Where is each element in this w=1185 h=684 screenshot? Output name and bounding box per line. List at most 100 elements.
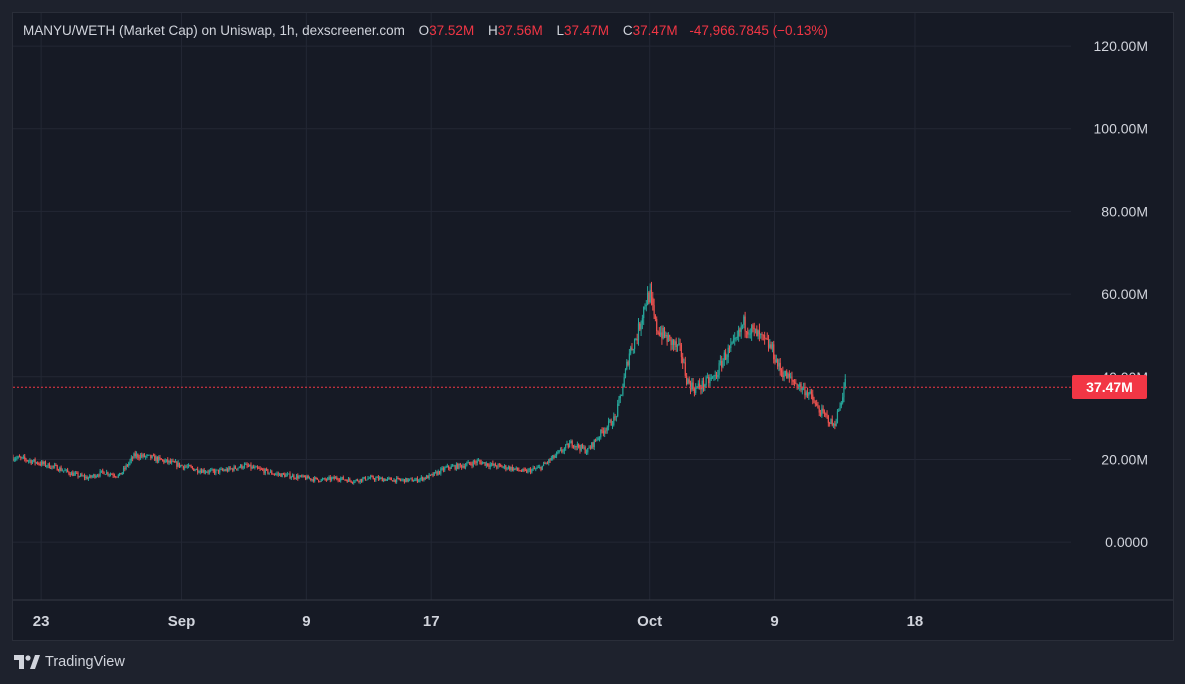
candle-body	[324, 478, 326, 480]
candle-body	[376, 477, 378, 478]
candle-body	[637, 323, 640, 341]
candle-body	[181, 465, 183, 466]
candle-body	[620, 394, 623, 396]
candle-body	[87, 477, 90, 480]
x-tick-label: 23	[33, 613, 50, 630]
candle-body	[330, 477, 333, 481]
candle-body	[189, 465, 191, 467]
candle-body	[440, 468, 442, 474]
candle-body	[180, 465, 182, 467]
candle-body	[827, 415, 829, 423]
candle-body	[31, 461, 34, 464]
price-axis: 120.00M100.00M80.00M60.00M40.00M20.00M0.…	[1094, 38, 1149, 550]
candle-body	[199, 470, 201, 473]
candle-body	[725, 352, 727, 360]
candle-body	[680, 344, 683, 357]
candle-body	[129, 460, 131, 464]
candle-body	[17, 456, 19, 458]
candle-body	[687, 379, 689, 385]
candle-body	[141, 455, 143, 457]
candle-body	[503, 465, 506, 467]
candle-body	[498, 464, 500, 466]
candle-body	[739, 329, 741, 332]
candle-body	[806, 392, 809, 396]
candle-body	[589, 447, 591, 449]
candle-body	[54, 465, 56, 467]
candle-body	[667, 335, 669, 342]
candle-body	[325, 479, 327, 481]
candle-body	[119, 472, 121, 476]
candle-body	[185, 466, 187, 468]
candle-body	[219, 469, 221, 473]
candle-body	[476, 460, 478, 464]
candle-body	[347, 478, 350, 482]
candle-body	[718, 363, 720, 375]
candle-body	[719, 360, 722, 364]
candle-body	[169, 460, 171, 463]
candle-body	[109, 474, 112, 475]
candle-body	[842, 397, 844, 403]
candle-body	[572, 446, 575, 448]
candle-body	[342, 477, 344, 480]
candle-body	[446, 465, 448, 468]
candle-body	[263, 469, 265, 474]
candle-body	[658, 332, 660, 336]
x-tick-label: Oct	[637, 613, 662, 630]
candle-body	[457, 463, 459, 469]
chart-panel[interactable]: 120.00M100.00M80.00M60.00M40.00M20.00M0.…	[12, 12, 1174, 641]
candle-body	[581, 444, 584, 449]
candle-body	[182, 465, 184, 469]
candle-body	[76, 472, 78, 474]
candle-body	[341, 477, 343, 479]
candle-body	[555, 452, 558, 456]
candle-body	[193, 468, 195, 471]
candle-body	[308, 478, 311, 480]
candle-body	[83, 475, 86, 479]
candle-body	[124, 467, 126, 469]
candle-body	[52, 465, 54, 467]
candle-body	[692, 382, 694, 390]
candle-body	[652, 297, 654, 306]
candle-body	[650, 289, 653, 298]
candle-body	[284, 474, 286, 477]
candle-body	[267, 469, 269, 474]
candle-body	[276, 473, 278, 475]
candle-body	[21, 457, 23, 458]
candle-body	[606, 426, 608, 431]
candle-body	[80, 474, 82, 477]
candle-body	[212, 469, 214, 471]
candle-body	[615, 416, 617, 418]
tradingview-brand[interactable]: TradingView	[14, 654, 125, 670]
candle-body	[285, 474, 287, 477]
candle-body	[593, 439, 595, 447]
candle-body	[492, 463, 494, 466]
candle-body	[250, 464, 252, 469]
candle-body	[217, 469, 220, 473]
candle-body	[165, 459, 168, 461]
candle-body	[232, 468, 234, 471]
candle-body	[174, 461, 177, 463]
candle-body	[501, 465, 503, 468]
candle-body	[154, 455, 156, 461]
candle-body	[765, 338, 767, 339]
candle-body	[679, 343, 681, 345]
candle-body	[735, 337, 737, 339]
candle-body	[420, 477, 422, 479]
candle-body	[39, 463, 41, 465]
candle-body	[321, 479, 324, 480]
candle-body	[224, 470, 226, 472]
candle-body	[522, 468, 524, 472]
candle-body	[830, 419, 832, 424]
candle-body	[100, 470, 103, 472]
chart-canvas[interactable]: 120.00M100.00M80.00M60.00M40.00M20.00M0.…	[13, 13, 1173, 640]
candle-body	[122, 467, 125, 473]
candle-body	[375, 477, 377, 481]
candle-body	[77, 472, 79, 477]
y-tick-label: 100.00M	[1094, 121, 1148, 137]
candle-body	[470, 463, 472, 465]
candle-body	[332, 476, 334, 478]
candle-body	[44, 462, 47, 467]
candle-body	[134, 453, 136, 457]
candle-body	[384, 479, 386, 481]
candle-body	[627, 361, 629, 365]
